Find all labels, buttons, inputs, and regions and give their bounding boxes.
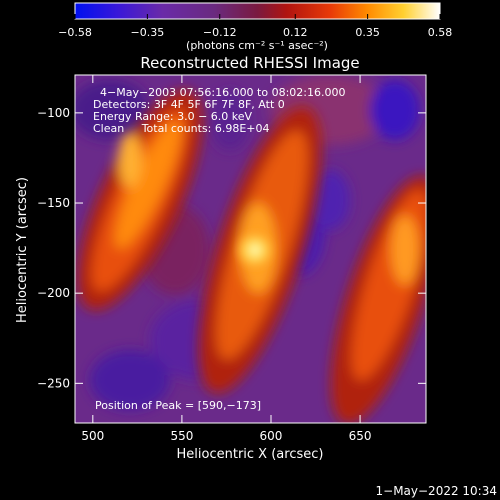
annotation-clean: Clean Total counts: 6.98E+04 xyxy=(93,122,270,135)
heatmap-image xyxy=(75,75,426,423)
colorbar-tick-label: −0.35 xyxy=(131,26,165,39)
colorbar xyxy=(74,2,441,20)
colorbar-tick-label: −0.58 xyxy=(58,26,92,39)
source-left-ribbon xyxy=(77,89,203,311)
annotation-peak: Position of Peak = [590,−173] xyxy=(95,399,261,412)
plot-frame xyxy=(74,74,427,424)
x-axis-label: Heliocentric X (arcsec) xyxy=(177,447,324,462)
colorbar-tick-label: 0.35 xyxy=(355,26,380,39)
y-tick-label: −200 xyxy=(37,286,70,300)
annotation-energy: Energy Range: 3.0 − 6.0 keV xyxy=(93,110,253,123)
y-tick-label: −150 xyxy=(37,196,70,210)
y-axis-label: Heliocentric Y (arcsec) xyxy=(15,177,30,323)
source-right-ribbon xyxy=(330,175,426,423)
colorbar-tick-label: 0.12 xyxy=(283,26,308,39)
x-axis-ticks: 500 550 600 650 xyxy=(81,75,372,443)
colorbar-tick-label: −0.12 xyxy=(203,26,237,39)
annotation-detectors: Detectors: 3F 4F 5F 6F 7F 8F, Att 0 xyxy=(93,98,285,111)
colorbar-unit-label: (photons cm⁻² s⁻¹ asec⁻²) xyxy=(186,39,328,52)
x-tick-label: 550 xyxy=(170,429,193,443)
x-tick-label: 500 xyxy=(81,429,104,443)
x-tick-label: 600 xyxy=(260,429,283,443)
colorbar-ticks: −0.58 −0.35 −0.12 0.12 0.35 0.58 xyxy=(58,14,452,39)
y-tick-label: −250 xyxy=(37,376,70,390)
annotation-time-range: 4−May−2003 07:56:16.000 to 08:02:16.000 xyxy=(100,86,346,99)
peak-hotspot xyxy=(233,228,277,272)
x-tick-label: 650 xyxy=(349,429,372,443)
y-tick-label: −100 xyxy=(37,106,70,120)
chart-title: Reconstructed RHESSI Image xyxy=(140,54,359,72)
y-axis-ticks: −100 −150 −200 −250 xyxy=(37,106,426,390)
footer-date: 1−May−2022 10:34 xyxy=(376,484,498,498)
colorbar-tick-label: 0.58 xyxy=(428,26,453,39)
